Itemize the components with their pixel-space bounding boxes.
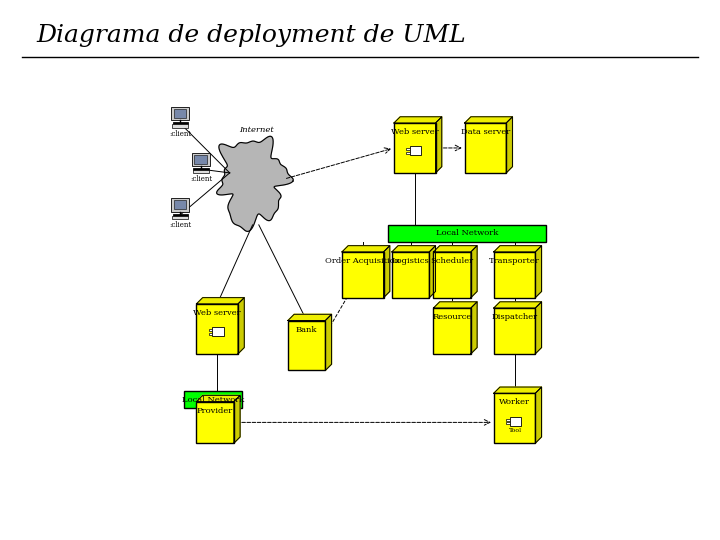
Polygon shape (471, 246, 477, 298)
Bar (209, 329, 212, 332)
Bar (172, 124, 188, 127)
Bar (197, 304, 238, 354)
Bar (394, 123, 436, 173)
Text: Logistics: Logistics (392, 257, 429, 265)
Bar (410, 146, 421, 156)
Polygon shape (234, 395, 240, 443)
Polygon shape (494, 302, 541, 308)
Polygon shape (464, 117, 513, 123)
Text: Internet: Internet (239, 126, 274, 134)
Polygon shape (197, 395, 240, 402)
Bar (342, 252, 384, 298)
Polygon shape (535, 246, 541, 298)
Text: Local Network: Local Network (182, 395, 244, 403)
Bar (433, 252, 471, 298)
Polygon shape (535, 302, 541, 354)
Text: Resource: Resource (433, 313, 472, 321)
Polygon shape (494, 246, 541, 252)
Bar (387, 225, 546, 241)
Text: Scheduler: Scheduler (431, 257, 474, 265)
Bar (406, 152, 410, 154)
Bar (174, 200, 186, 210)
Bar (464, 123, 506, 173)
Polygon shape (433, 246, 477, 252)
Bar (505, 422, 510, 424)
Bar (392, 252, 429, 298)
Text: Provider: Provider (197, 407, 233, 415)
Polygon shape (494, 387, 541, 393)
Bar (212, 327, 224, 336)
Bar (193, 170, 209, 173)
Bar (494, 252, 535, 298)
Polygon shape (506, 117, 513, 173)
Polygon shape (325, 314, 332, 370)
Bar (406, 148, 410, 151)
Polygon shape (384, 246, 390, 298)
Text: :client: :client (169, 130, 192, 138)
Text: Bank: Bank (296, 326, 318, 334)
Polygon shape (535, 387, 541, 443)
Polygon shape (238, 298, 244, 354)
Text: Local Network: Local Network (436, 229, 498, 237)
Polygon shape (429, 246, 436, 298)
Polygon shape (288, 314, 332, 321)
Polygon shape (392, 246, 436, 252)
Bar (171, 198, 189, 212)
Text: Order Acquisition: Order Acquisition (325, 257, 400, 265)
Polygon shape (394, 117, 442, 123)
Bar (174, 109, 186, 118)
Text: Web server: Web server (194, 309, 241, 317)
Polygon shape (197, 298, 244, 304)
Polygon shape (217, 136, 293, 231)
Bar (171, 107, 189, 120)
Bar (209, 333, 212, 335)
Polygon shape (436, 117, 442, 173)
Text: Transporter: Transporter (489, 257, 540, 265)
Bar (433, 308, 471, 354)
Bar (184, 391, 242, 408)
Text: :client: :client (169, 221, 192, 229)
Text: Web server: Web server (391, 128, 438, 136)
Text: Data server: Data server (461, 128, 510, 136)
Bar (494, 308, 535, 354)
Bar (197, 402, 234, 443)
Bar (194, 154, 207, 164)
Polygon shape (471, 302, 477, 354)
Bar (172, 216, 188, 219)
Bar (510, 416, 521, 426)
Polygon shape (342, 246, 390, 252)
Text: :client: :client (190, 176, 212, 184)
Text: Dispatcher: Dispatcher (492, 313, 538, 321)
Text: Tool: Tool (509, 428, 522, 433)
Bar (192, 152, 210, 166)
Text: Diagrama de deployment de UML: Diagrama de deployment de UML (36, 24, 466, 48)
Polygon shape (433, 302, 477, 308)
Text: Worker: Worker (499, 399, 530, 406)
Bar (494, 393, 535, 443)
Bar (288, 321, 325, 370)
Bar (505, 418, 510, 421)
